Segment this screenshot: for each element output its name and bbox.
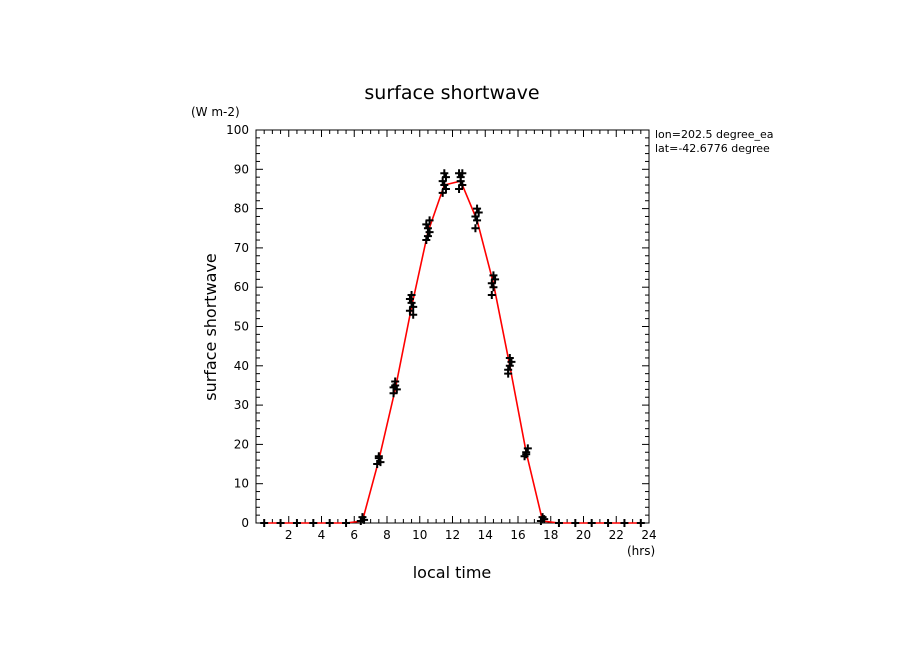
data-point-marker	[571, 519, 580, 527]
x-tick-label: 6	[350, 528, 358, 542]
x-tick-label: 24	[641, 528, 656, 542]
x-tick-label: 2	[285, 528, 293, 542]
y-tick-label: 60	[234, 280, 249, 294]
data-point-marker	[292, 519, 301, 527]
data-point-marker	[587, 519, 596, 527]
data-point-marker	[374, 452, 383, 461]
y-tick-label: 100	[226, 123, 249, 137]
data-point-marker	[309, 519, 318, 527]
data-point-marker	[440, 181, 449, 190]
data-point-marker	[260, 519, 269, 527]
y-tick-label: 0	[241, 516, 249, 530]
x-tick-label: 14	[478, 528, 493, 542]
data-point-marker	[523, 444, 532, 453]
data-point-marker	[342, 519, 351, 527]
data-point-marker	[473, 204, 482, 213]
x-tick-label: 4	[318, 528, 326, 542]
y-tick-label: 20	[234, 437, 249, 451]
data-point-marker	[423, 232, 432, 241]
data-point-marker	[425, 228, 434, 237]
x-tick-label: 8	[383, 528, 391, 542]
data-point-marker	[422, 220, 431, 229]
data-point-marker	[389, 383, 398, 392]
data-point-marker	[505, 361, 514, 370]
x-axis-unit: (hrs)	[627, 544, 655, 558]
plot-area: 2 4 6 8 10 12 14 16 18 20 22 2401020304050607080901…	[226, 123, 657, 542]
y-tick-label: 40	[234, 359, 249, 373]
y-tick-label: 90	[234, 162, 249, 176]
data-point-marker	[636, 519, 645, 527]
x-tick-label: 18	[543, 528, 558, 542]
plot-frame	[255, 129, 650, 524]
x-axis-label: local time	[413, 563, 492, 582]
data-point-marker	[391, 377, 400, 386]
latitude-annotation: lat=-42.6776 degree	[655, 142, 770, 155]
data-point-marker	[487, 291, 496, 300]
y-axis-unit: (W m-2)	[191, 105, 240, 119]
data-point-marker	[473, 216, 482, 225]
data-point-marker	[522, 450, 531, 459]
y-tick-label: 50	[234, 320, 249, 334]
data-point-marker	[504, 365, 513, 374]
data-point-marker	[423, 224, 432, 233]
y-axis-label: surface shortwave	[201, 253, 220, 401]
data-point-marker	[360, 515, 369, 524]
data-point-marker	[376, 458, 385, 467]
x-tick-label: 10	[412, 528, 427, 542]
data-point-marker	[405, 294, 414, 303]
data-point-marker	[471, 224, 480, 233]
x-tick-label: 12	[445, 528, 460, 542]
x-tick-label: 22	[609, 528, 624, 542]
data-point-marker	[487, 279, 496, 288]
data-point-marker	[554, 519, 563, 527]
data-point-marker	[438, 177, 447, 186]
y-tick-label: 10	[234, 477, 249, 491]
data-point-marker	[441, 184, 450, 193]
data-point-marker	[604, 519, 613, 527]
x-tick-label: 20	[576, 528, 591, 542]
data-point-marker	[276, 519, 285, 527]
series-line-red	[264, 180, 641, 524]
data-point-marker	[489, 283, 498, 292]
data-point-marker	[471, 212, 480, 221]
data-point-marker	[440, 169, 449, 178]
data-point-marker	[456, 173, 465, 182]
data-point-marker	[407, 298, 416, 307]
data-point-marker	[505, 353, 514, 362]
data-point-marker	[489, 271, 498, 280]
data-point-marker	[407, 291, 416, 300]
y-tick-label: 80	[234, 202, 249, 216]
x-tick-label: 16	[510, 528, 525, 542]
data-point-marker	[409, 310, 418, 319]
longitude-annotation: lon=202.5 degree_ea	[655, 128, 774, 141]
data-point-marker	[458, 181, 467, 190]
data-point-marker	[620, 519, 629, 527]
y-tick-label: 70	[234, 241, 249, 255]
data-point-marker	[507, 357, 516, 366]
chart-title: surface shortwave	[364, 82, 539, 104]
data-point-marker	[540, 515, 549, 524]
data-point-marker	[409, 302, 418, 311]
y-tick-label: 30	[234, 398, 249, 412]
data-point-marker	[455, 169, 464, 178]
data-point-marker	[325, 519, 334, 527]
data-point-marker	[422, 236, 431, 245]
